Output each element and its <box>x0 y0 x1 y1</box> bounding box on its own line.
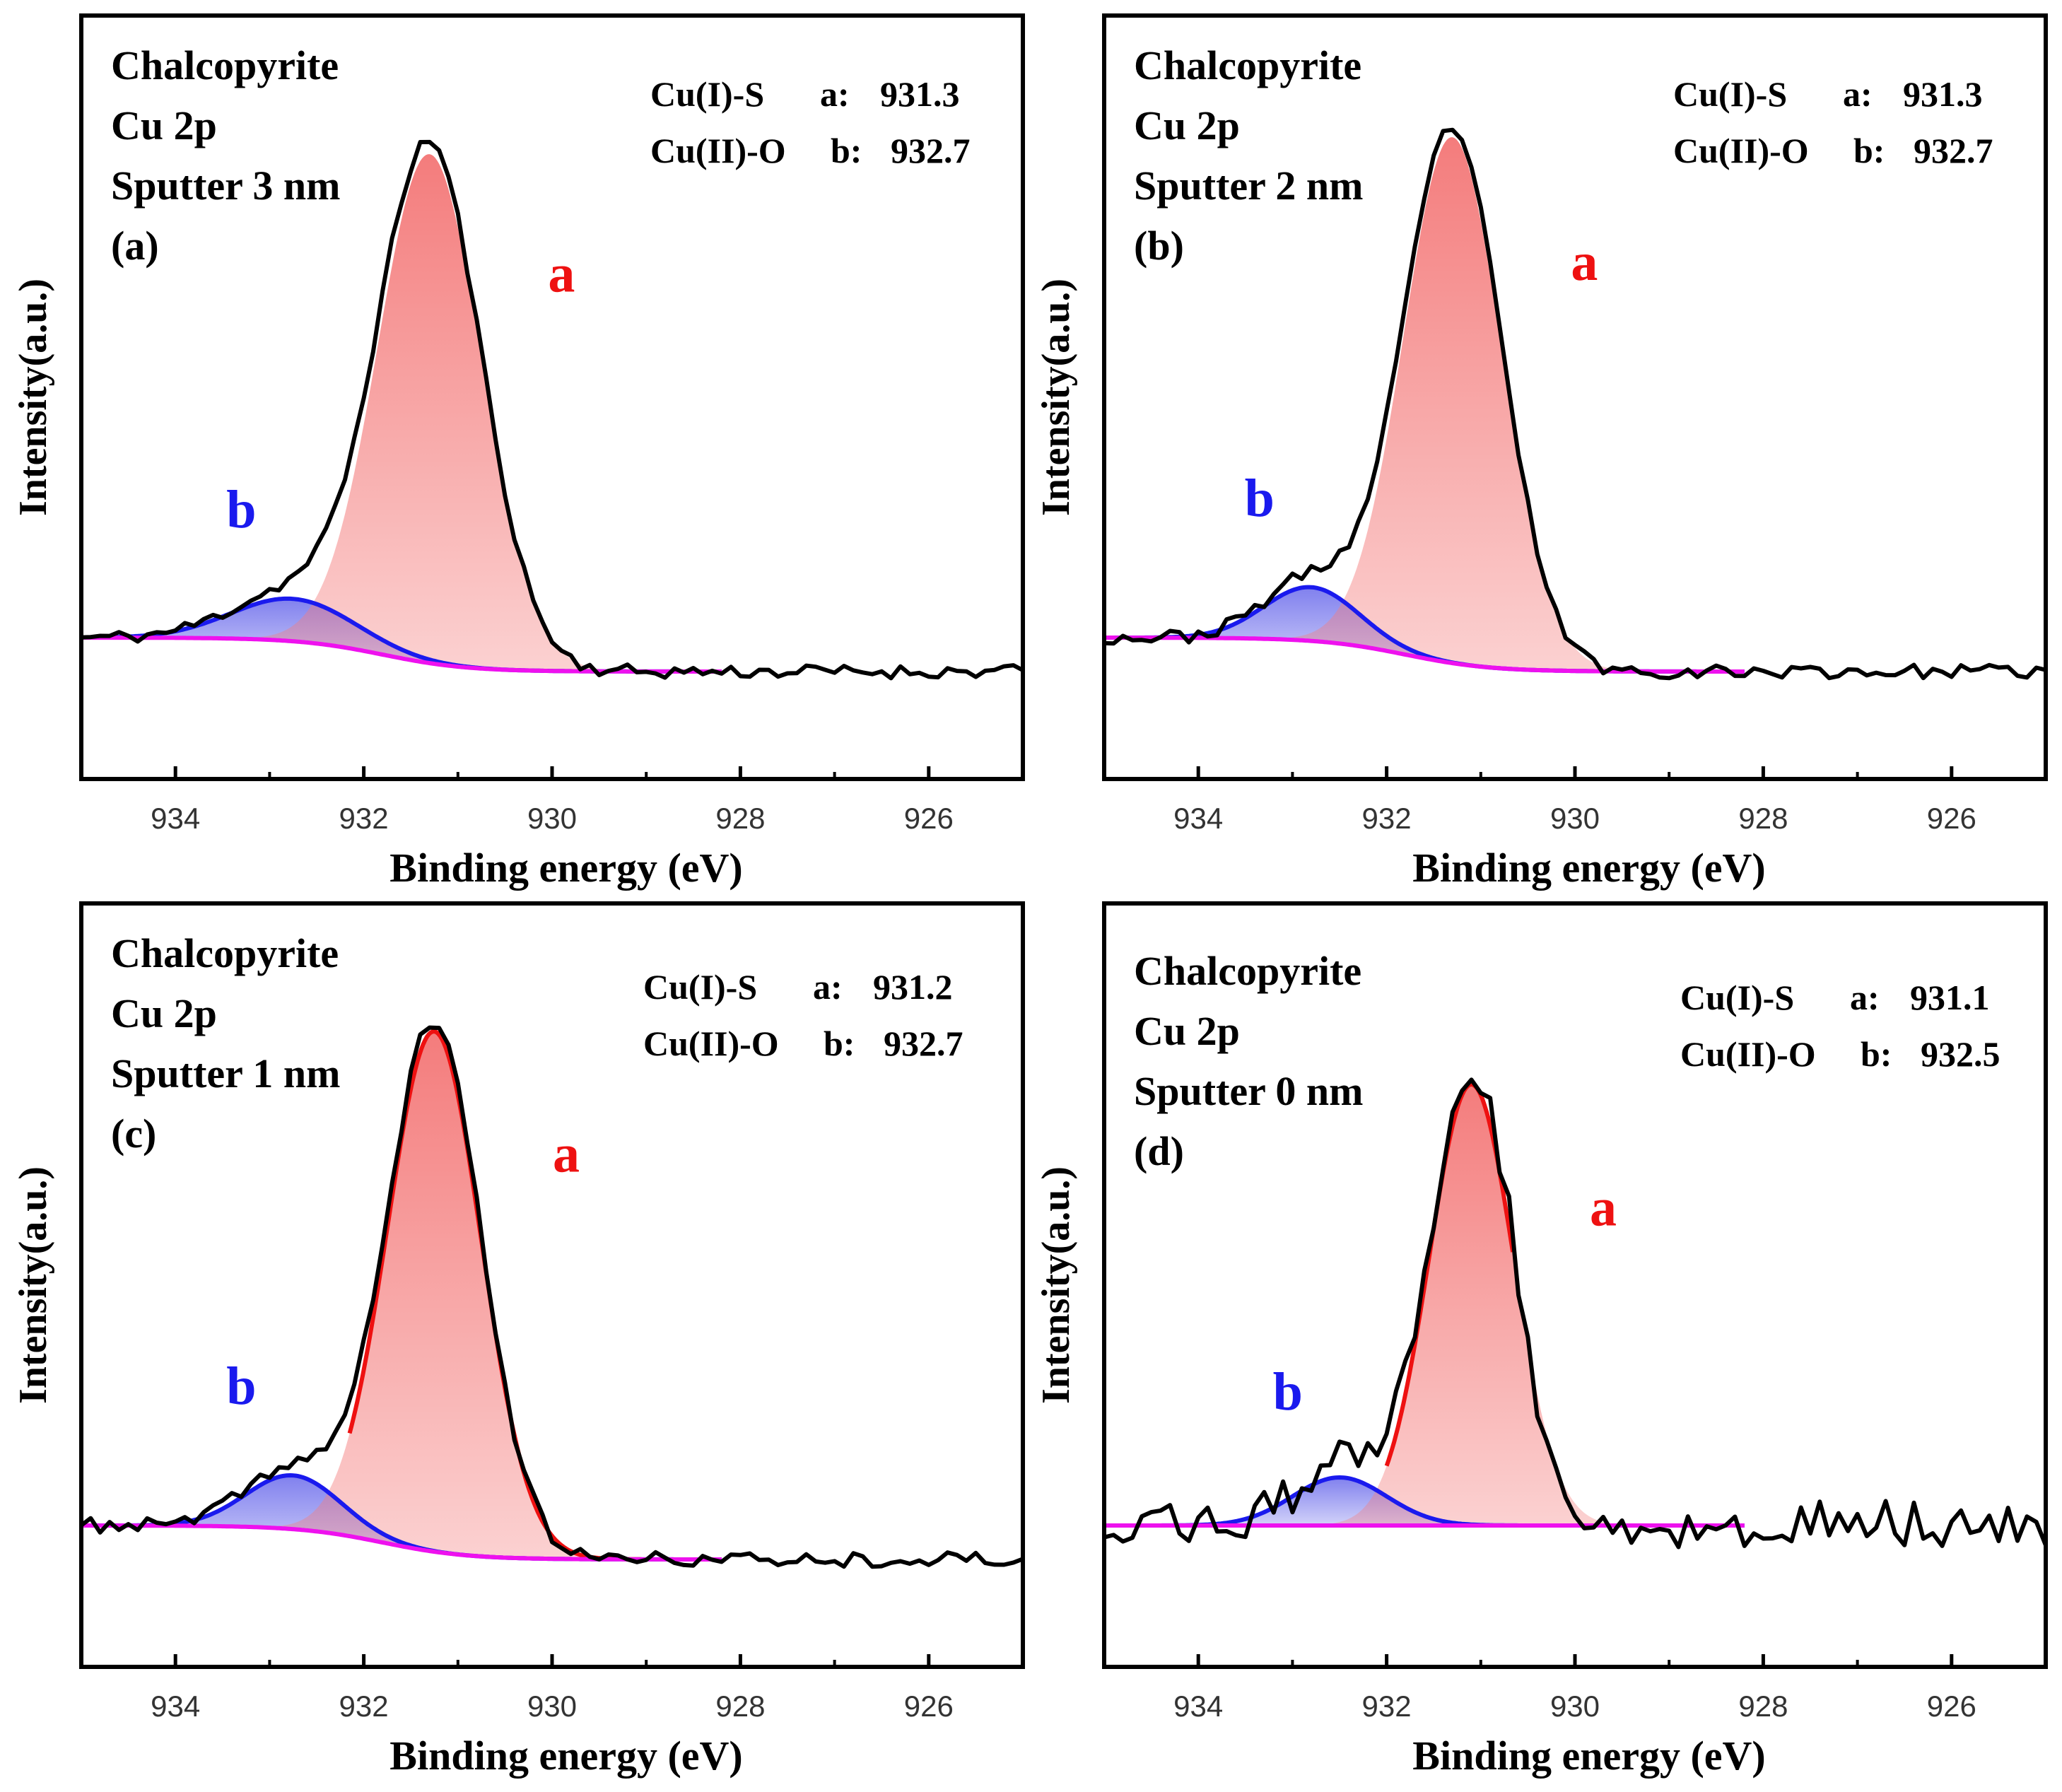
peak-a-fill <box>1104 1084 1745 1525</box>
legend-species: Cu(I)-S <box>1680 978 1794 1017</box>
x-tick-label: 934 <box>151 1689 200 1723</box>
title-line: Chalcopyrite <box>1134 948 1361 994</box>
peak-b-fill <box>81 598 722 672</box>
x-tick-label: 934 <box>1173 1689 1223 1723</box>
title-line: Chalcopyrite <box>111 42 339 88</box>
peak-a-label: a <box>548 244 575 303</box>
title-line: Cu 2p <box>1134 103 1240 148</box>
spectrum-line <box>1104 1077 2046 1550</box>
x-tick-label: 930 <box>1550 1689 1600 1723</box>
x-tick-label: 928 <box>715 1689 765 1723</box>
legend-species: Cu(I)-S <box>650 74 764 114</box>
peak-b-label: b <box>226 1357 256 1416</box>
legend-value: 931.2 <box>873 967 953 1007</box>
spectrum-line <box>81 139 1023 681</box>
peak-b-label: b <box>226 480 256 539</box>
peak-b-label: b <box>1273 1362 1303 1422</box>
panel-a: 934 932 930 928 926 Binding energy (eV) Intens… <box>11 13 1025 891</box>
legend-species: Cu(I)-S <box>1673 74 1787 114</box>
x-tick-label: 928 <box>1738 1689 1788 1723</box>
title-line: Chalcopyrite <box>111 930 339 976</box>
peak-a-fill <box>1104 137 1745 672</box>
plot-area <box>1104 127 2046 681</box>
panel-label: (b) <box>1134 223 1184 269</box>
legend-value: 932.7 <box>891 131 971 170</box>
panel-b: 934 932 930 928 926 Binding energy (eV) Intens… <box>1034 13 2048 891</box>
x-tick-label: 926 <box>1927 1689 1976 1723</box>
x-tick-label: 928 <box>1738 802 1788 835</box>
x-tick-label: 932 <box>339 1689 389 1723</box>
legend-key: b: <box>1861 1034 1892 1074</box>
peak-a-fill <box>81 1031 722 1559</box>
x-axis-label: Binding energy (eV) <box>1412 1733 1765 1779</box>
peak-a-fill <box>81 154 722 672</box>
x-tick-label: 932 <box>339 802 389 835</box>
x-tick-label: 926 <box>904 1689 954 1723</box>
y-axis-label: Intensity(a.u.) <box>11 1166 55 1404</box>
x-tick-label: 930 <box>527 1689 577 1723</box>
y-axis-label: Intensity(a.u.) <box>1034 279 1078 516</box>
peak-a-label: a <box>1590 1178 1617 1238</box>
legend-key: b: <box>824 1024 855 1063</box>
x-tick-label: 930 <box>527 802 577 835</box>
x-tick-label: 926 <box>1927 802 1976 835</box>
y-axis-label: Intensity(a.u.) <box>1034 1166 1078 1404</box>
legend-key: b: <box>1853 131 1885 170</box>
x-tick-label: 934 <box>1173 802 1223 835</box>
legend-value: 932.7 <box>884 1024 963 1063</box>
peak-a-label: a <box>553 1125 580 1184</box>
legend-key: a: <box>820 74 850 114</box>
background-line <box>81 1523 722 1562</box>
legend-key: a: <box>813 967 843 1007</box>
x-tick-label: 930 <box>1550 802 1600 835</box>
panel-label: (c) <box>111 1111 156 1156</box>
peak-a-label: a <box>1571 233 1598 292</box>
plot-area <box>81 1025 1023 1569</box>
spectrum-line <box>81 1025 1023 1569</box>
legend-species: Cu(II)-O <box>1680 1034 1816 1074</box>
legend-key: a: <box>1843 74 1873 114</box>
title-line: Chalcopyrite <box>1134 42 1361 88</box>
x-axis-label: Binding energy (eV) <box>389 845 742 891</box>
panel-label: (a) <box>111 223 159 269</box>
x-tick-label: 928 <box>715 802 765 835</box>
x-tick-label: 926 <box>904 802 954 835</box>
legend-key: b: <box>831 131 862 170</box>
x-tick-label: 934 <box>151 802 200 835</box>
legend-species: Cu(I)-S <box>643 967 757 1007</box>
panel-c: 934 932 930 928 926 Binding energy (eV) Intens… <box>11 901 1025 1779</box>
title-line: Cu 2p <box>111 103 217 148</box>
title-line: Sputter 0 nm <box>1134 1068 1363 1114</box>
x-axis-label: Binding energy (eV) <box>389 1733 742 1779</box>
plot-area <box>81 139 1023 681</box>
title-line: Sputter 3 nm <box>111 163 340 209</box>
legend-value: 931.1 <box>1910 978 1990 1017</box>
x-tick-label: 932 <box>1362 1689 1412 1723</box>
plot-area <box>1104 1077 2046 1550</box>
legend-key: a: <box>1850 978 1880 1017</box>
x-tick-label: 932 <box>1362 802 1412 835</box>
legend-species: Cu(II)-O <box>643 1024 779 1063</box>
peak-b-label: b <box>1245 469 1275 528</box>
legend-value: 932.7 <box>1914 131 1993 170</box>
y-axis-label: Intensity(a.u.) <box>11 279 55 516</box>
title-line: Sputter 1 nm <box>111 1050 340 1096</box>
legend-species: Cu(II)-O <box>650 131 786 170</box>
legend-value: 931.3 <box>880 74 960 114</box>
legend-species: Cu(II)-O <box>1673 131 1809 170</box>
panel-label: (d) <box>1134 1128 1184 1174</box>
legend-value: 932.5 <box>1921 1034 2001 1074</box>
x-axis-label: Binding energy (eV) <box>1412 845 1765 891</box>
panel-d: 934 932 930 928 926 Binding energy (eV) Intens… <box>1034 901 2048 1779</box>
spectrum-line <box>1104 127 2046 681</box>
title-line: Cu 2p <box>111 990 217 1036</box>
title-line: Sputter 2 nm <box>1134 163 1363 209</box>
title-line: Cu 2p <box>1134 1008 1240 1054</box>
legend-value: 931.3 <box>1903 74 1983 114</box>
plot-frame <box>1102 901 2048 1669</box>
